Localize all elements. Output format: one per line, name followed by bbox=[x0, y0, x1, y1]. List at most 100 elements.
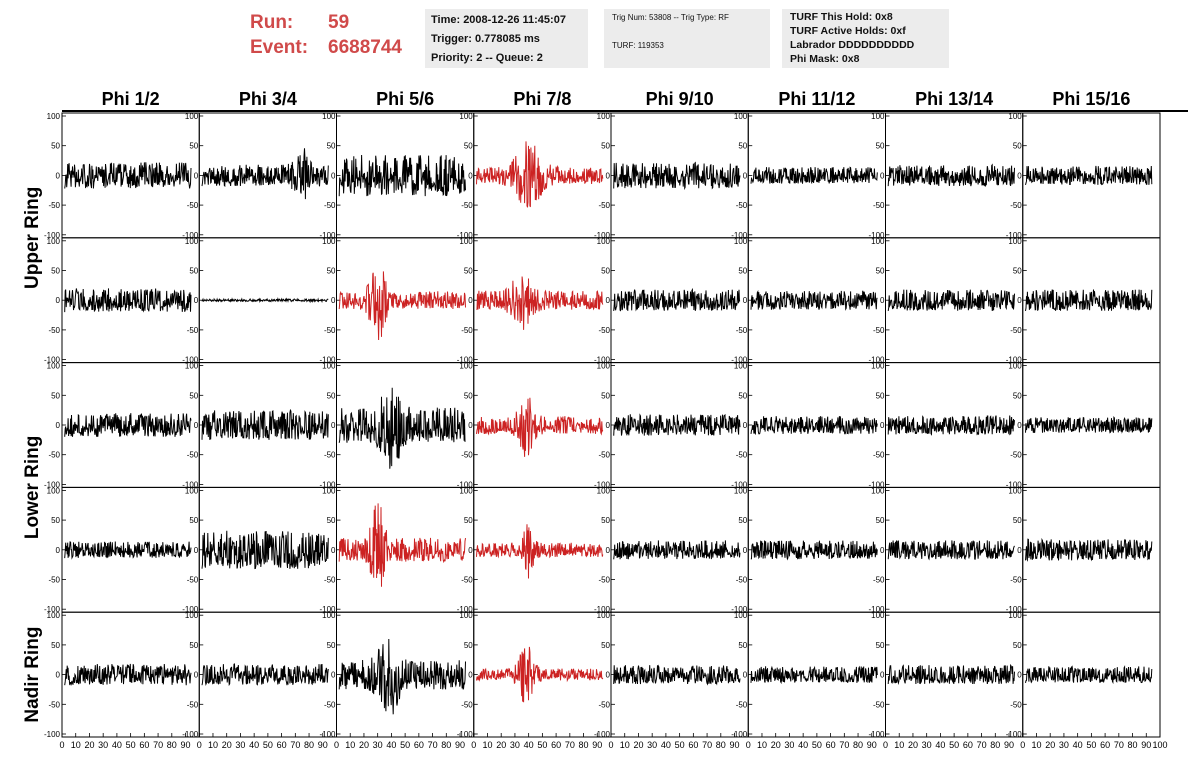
waveform-trace bbox=[750, 540, 878, 561]
y-tick-label: 0 bbox=[331, 671, 336, 680]
y-tick-label: -100 bbox=[731, 231, 748, 240]
waveform-trace bbox=[64, 162, 192, 189]
y-tick-label: 0 bbox=[331, 421, 336, 430]
waveform-trace bbox=[476, 524, 604, 579]
y-tick-label: -50 bbox=[48, 326, 60, 335]
y-tick-label: 100 bbox=[871, 112, 885, 121]
y-tick-label: -50 bbox=[187, 451, 199, 460]
waveform-trace bbox=[476, 397, 604, 457]
y-tick-label: 0 bbox=[468, 171, 473, 180]
y-tick-label: 0 bbox=[743, 421, 748, 430]
y-tick-label: 100 bbox=[734, 486, 748, 495]
y-tick-label: 50 bbox=[327, 641, 336, 650]
y-tick-label: 50 bbox=[327, 267, 336, 276]
x-tick-label: 60 bbox=[551, 740, 561, 750]
y-tick-label: 100 bbox=[459, 486, 473, 495]
y-tick-label: -100 bbox=[731, 730, 748, 739]
x-tick-label: 50 bbox=[126, 740, 136, 750]
y-tick-label: 100 bbox=[597, 611, 611, 620]
y-tick-label: 100 bbox=[1008, 112, 1022, 121]
y-tick-label: 0 bbox=[1017, 671, 1022, 680]
y-tick-label: 100 bbox=[597, 486, 611, 495]
x-tick-label: 20 bbox=[222, 740, 232, 750]
waveform-trace bbox=[476, 141, 604, 208]
x-tick-label: 60 bbox=[139, 740, 149, 750]
x-tick-label: 50 bbox=[675, 740, 685, 750]
x-tick-label: 0 bbox=[608, 740, 613, 750]
waveform-trace bbox=[750, 665, 878, 685]
y-tick-label: -50 bbox=[48, 201, 60, 210]
y-tick-label: 50 bbox=[464, 391, 473, 400]
waveform-trace bbox=[613, 287, 741, 312]
y-tick-label: -50 bbox=[461, 201, 473, 210]
y-tick-label: -100 bbox=[1006, 605, 1023, 614]
x-tick-label: 30 bbox=[922, 740, 932, 750]
y-tick-label: 50 bbox=[189, 516, 198, 525]
waveform-trace bbox=[613, 413, 741, 436]
x-tick-label: 20 bbox=[1045, 740, 1055, 750]
y-tick-label: -50 bbox=[1010, 201, 1022, 210]
waveform-trace bbox=[201, 663, 329, 687]
y-tick-label: 0 bbox=[743, 546, 748, 555]
y-tick-label: -50 bbox=[1010, 576, 1022, 585]
y-tick-label: -50 bbox=[736, 201, 748, 210]
waveform-trace bbox=[887, 415, 1015, 436]
y-tick-label: -100 bbox=[44, 356, 61, 365]
y-tick-label: 0 bbox=[1017, 546, 1022, 555]
waveform-trace bbox=[338, 503, 466, 587]
y-tick-label: 100 bbox=[322, 611, 336, 620]
turf-info-box: TURF This Hold: 0x8 TURF Active Holds: 0… bbox=[782, 9, 949, 68]
x-tick-label: 10 bbox=[757, 740, 767, 750]
y-tick-label: 50 bbox=[189, 267, 198, 276]
y-tick-label: -100 bbox=[1006, 231, 1023, 240]
y-tick-label: -100 bbox=[44, 480, 61, 489]
x-tick-label: 30 bbox=[647, 740, 657, 750]
y-tick-label: -100 bbox=[457, 730, 474, 739]
waveform-trace bbox=[1025, 289, 1153, 311]
phi-mask-text: Phi Mask: 0x8 bbox=[790, 53, 860, 65]
y-tick-label: -50 bbox=[1010, 326, 1022, 335]
column-header: Phi 13/14 bbox=[915, 89, 993, 109]
y-tick-label: -50 bbox=[598, 451, 610, 460]
y-tick-label: -100 bbox=[731, 480, 748, 489]
y-tick-label: -50 bbox=[736, 451, 748, 460]
waveform-trace bbox=[64, 288, 192, 313]
ring-label: Nadir Ring bbox=[22, 627, 43, 723]
y-tick-label: -100 bbox=[868, 231, 885, 240]
y-tick-label: -50 bbox=[873, 576, 885, 585]
y-tick-label: 100 bbox=[322, 237, 336, 246]
x-tick-label: 30 bbox=[98, 740, 108, 750]
y-tick-label: 100 bbox=[734, 362, 748, 371]
y-tick-label: -50 bbox=[736, 326, 748, 335]
event-value: 6688744 bbox=[328, 37, 402, 58]
y-tick-label: -50 bbox=[873, 201, 885, 210]
y-tick-label: 100 bbox=[871, 362, 885, 371]
turf-active-holds-text: TURF Active Holds: 0xf bbox=[790, 25, 906, 37]
x-tick-label: 90 bbox=[181, 740, 191, 750]
waveform-trace bbox=[64, 541, 192, 560]
y-tick-label: 0 bbox=[194, 171, 199, 180]
x-tick-label: 20 bbox=[84, 740, 94, 750]
x-tick-label: 80 bbox=[441, 740, 451, 750]
y-tick-label: -100 bbox=[457, 231, 474, 240]
y-tick-label: -50 bbox=[461, 576, 473, 585]
x-tick-label: 30 bbox=[235, 740, 245, 750]
y-tick-label: 100 bbox=[459, 611, 473, 620]
y-tick-label: 100 bbox=[185, 237, 199, 246]
y-tick-label: 50 bbox=[876, 142, 885, 151]
y-tick-label: -100 bbox=[44, 605, 61, 614]
y-tick-label: 0 bbox=[743, 171, 748, 180]
y-tick-label: 100 bbox=[47, 486, 61, 495]
y-tick-label: 0 bbox=[880, 296, 885, 305]
y-tick-label: 50 bbox=[738, 516, 747, 525]
y-tick-label: 100 bbox=[597, 112, 611, 121]
x-tick-label: 0 bbox=[197, 740, 202, 750]
event-label: Event: bbox=[250, 37, 309, 58]
y-tick-label: -100 bbox=[182, 730, 199, 739]
y-tick-label: 50 bbox=[876, 267, 885, 276]
waveform-trace bbox=[201, 408, 329, 440]
waveform-trace bbox=[887, 663, 1015, 686]
y-tick-label: 0 bbox=[606, 421, 611, 430]
y-tick-label: 100 bbox=[185, 611, 199, 620]
x-tick-label: 60 bbox=[826, 740, 836, 750]
